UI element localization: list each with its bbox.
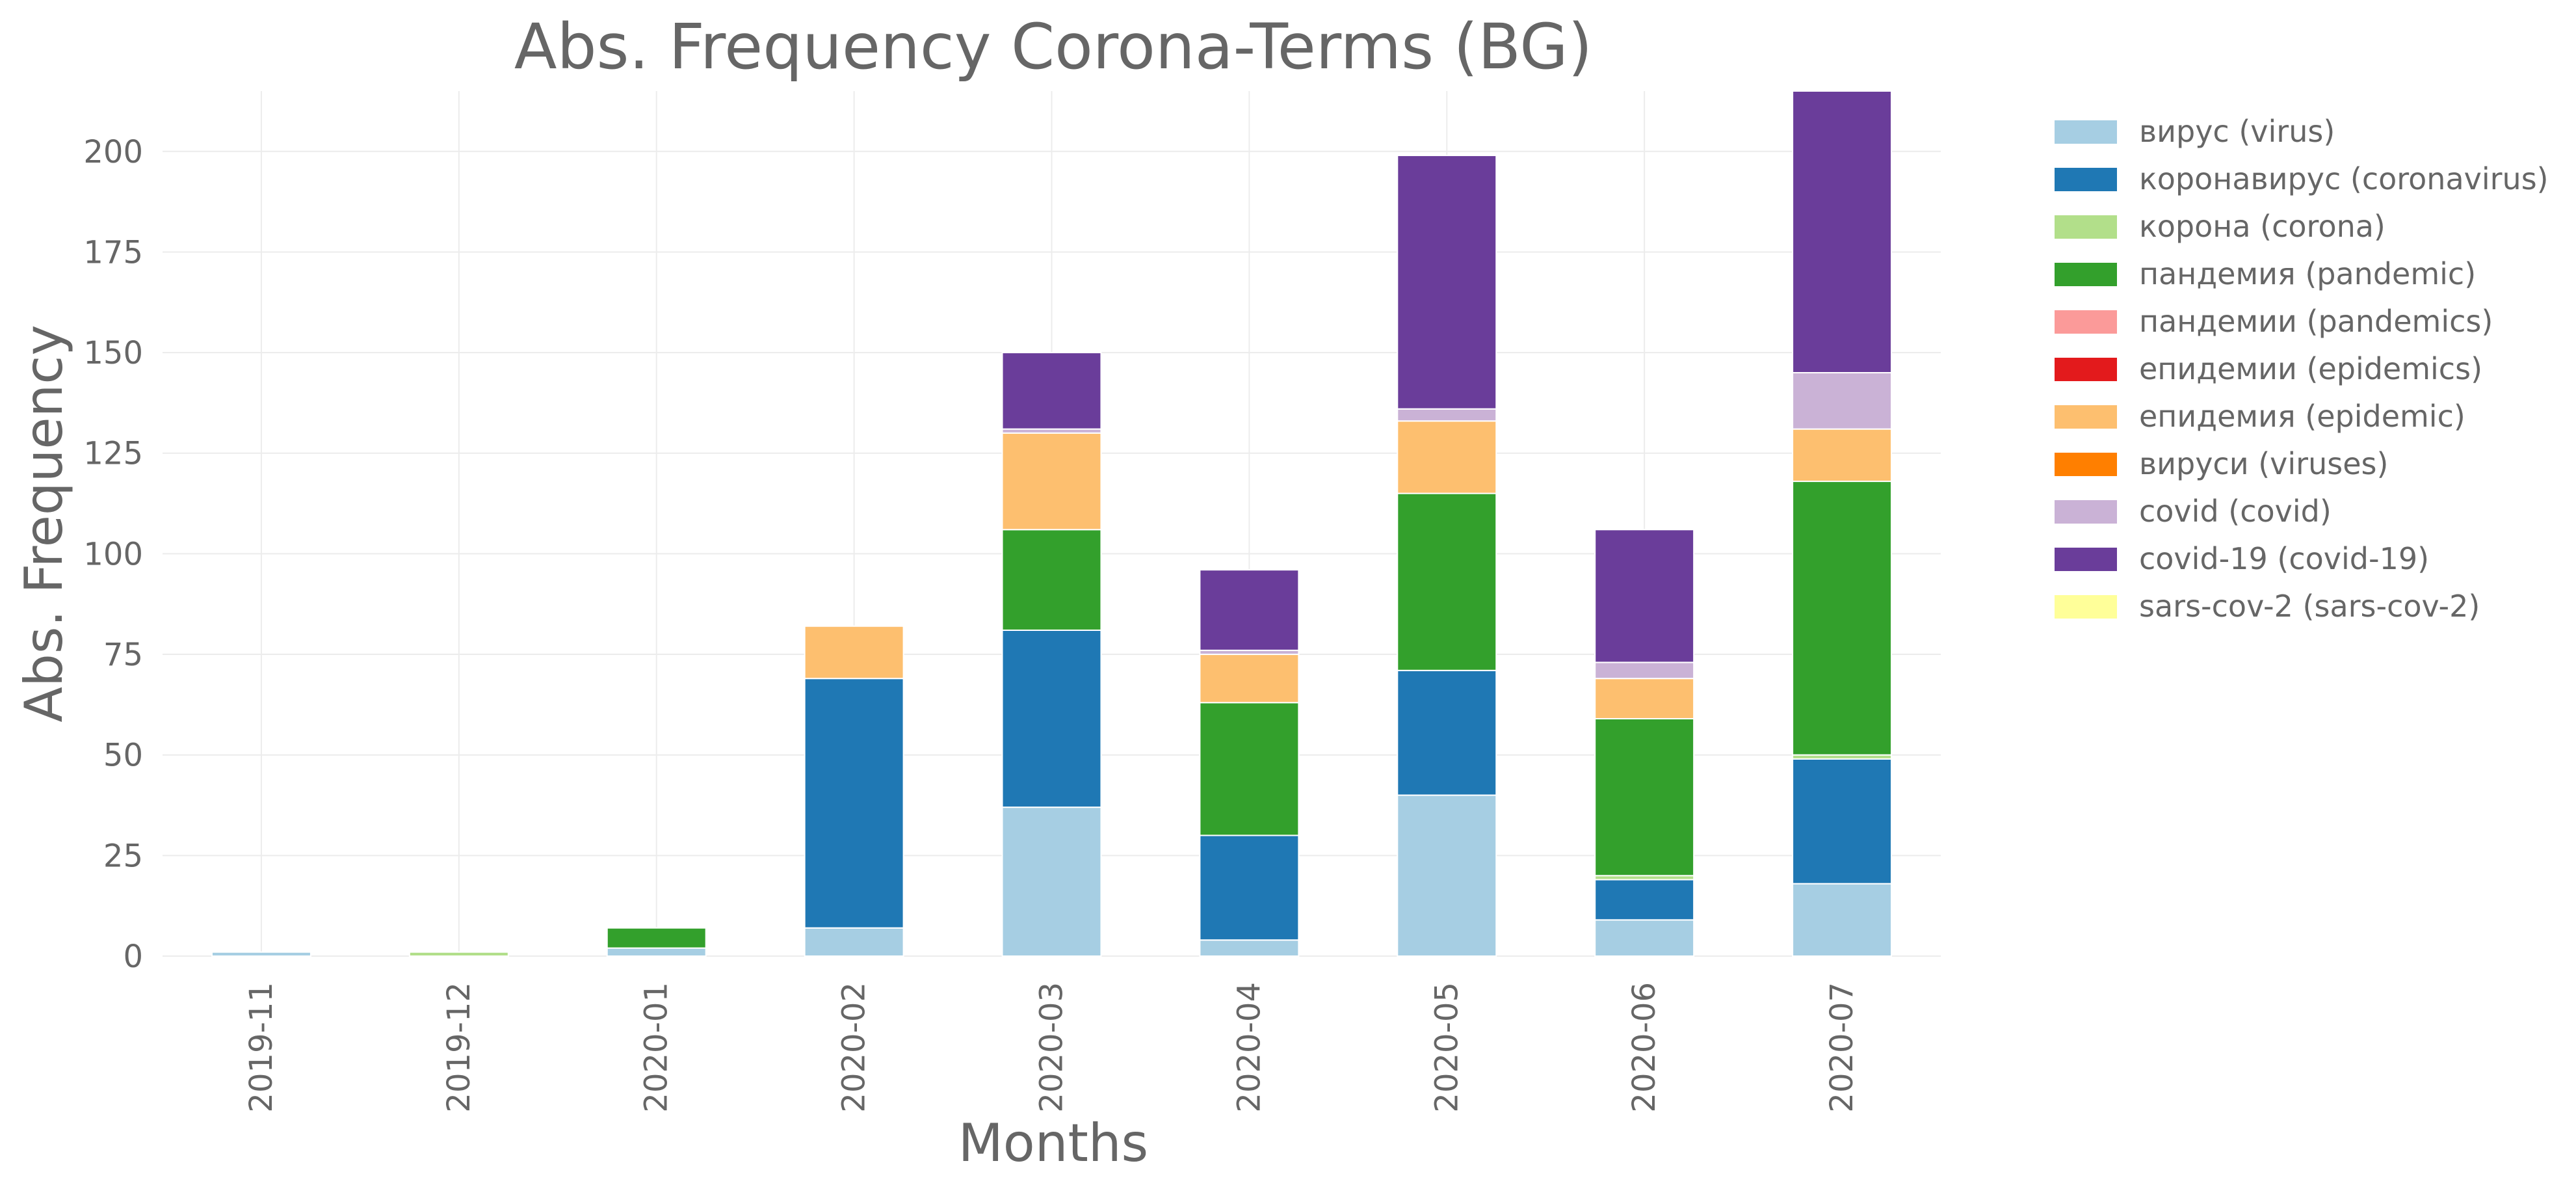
bar-2020-03-series-9 (1001, 352, 1102, 430)
bar-2020-04-series-6 (1199, 654, 1300, 704)
legend-label-1: коронавирус (coronavirus) (2139, 161, 2549, 196)
bar-2020-04-series-9 (1199, 569, 1300, 651)
legend-swatch-0 (2055, 120, 2117, 144)
bar-2020-04-series-0 (1199, 939, 1300, 957)
bar-2020-05-series-1 (1397, 669, 1497, 796)
legend-label-2: корона (corona) (2139, 209, 2385, 244)
bar-2020-04-series-3 (1199, 702, 1300, 836)
legend-swatch-10 (2055, 595, 2117, 619)
legend-label-10: sars-cov-2 (sars-cov-2) (2139, 589, 2480, 624)
y-tick-label-0: 0 (123, 939, 143, 975)
x-tick-label-2020-04: 2020-04 (1231, 982, 1267, 1113)
y-tick-label-175: 175 (83, 234, 143, 271)
bar-2020-04-series-1 (1199, 834, 1300, 941)
bar-2020-05-series-6 (1397, 420, 1497, 494)
legend-swatch-6 (2055, 405, 2117, 429)
y-tick-label-50: 50 (103, 738, 143, 774)
legend-swatch-2 (2055, 215, 2117, 239)
bar-2020-05-series-0 (1397, 794, 1497, 957)
legend-label-6: епидемия (epidemic) (2139, 399, 2465, 434)
legend-swatch-4 (2055, 310, 2117, 334)
bar-2020-07-series-3 (1792, 481, 1893, 756)
y-axis-title: Abs. Frequency (14, 325, 74, 722)
chart-title: Abs. Frequency Corona-Terms (BG) (514, 10, 1592, 83)
y-tick-label-200: 200 (83, 134, 143, 170)
x-tick-label-2020-07: 2020-07 (1824, 982, 1860, 1113)
legend-swatch-5 (2055, 358, 2117, 381)
bar-2020-07-series-6 (1792, 428, 1893, 483)
bar-2020-02-series-6 (804, 625, 904, 680)
bar-2020-06-series-1 (1594, 879, 1695, 921)
bar-2020-05-series-9 (1397, 154, 1497, 410)
bar-2020-01-series-0 (606, 947, 707, 957)
bar-2020-06-series-8 (1594, 661, 1695, 680)
x-tick-label-2019-12: 2019-12 (441, 982, 477, 1113)
bar-2020-02-series-0 (804, 927, 904, 957)
bar-2020-01-series-3 (606, 927, 707, 949)
legend-label-7: вируси (viruses) (2139, 446, 2388, 481)
bar-2019-12-series-2 (408, 951, 509, 957)
x-tick-label-2020-05: 2020-05 (1428, 982, 1465, 1113)
bar-2020-06-series-0 (1594, 919, 1695, 957)
bar-2020-03-series-3 (1001, 529, 1102, 631)
bar-2020-03-series-0 (1001, 807, 1102, 957)
bar-2020-07-series-9 (1792, 90, 1893, 374)
x-tick-label-2020-01: 2020-01 (638, 982, 675, 1113)
legend-swatch-7 (2055, 453, 2117, 476)
legend-label-3: пандемия (pandemic) (2139, 256, 2476, 291)
y-tick-label-75: 75 (103, 637, 143, 673)
bar-2020-02-series-1 (804, 678, 904, 929)
y-axis-ticks: 0 25 50 75 100 125 150 175 200 (83, 134, 143, 975)
y-tick-label-125: 125 (83, 436, 143, 472)
bar-2020-05-series-3 (1397, 492, 1497, 671)
x-axis-title: Months (958, 1113, 1148, 1173)
bar-2020-06-series-6 (1594, 678, 1695, 720)
bar-2020-06-series-9 (1594, 529, 1695, 663)
bar-2020-05-series-8 (1397, 408, 1497, 422)
legend: вирус (virus) коронавирус (coronavirus) ко… (2055, 114, 2549, 624)
bar-2020-03-series-6 (1001, 432, 1102, 531)
bars (211, 90, 1893, 957)
legend-label-8: covid (covid) (2139, 494, 2332, 529)
legend-label-5: епидемии (epidemics) (2139, 351, 2482, 386)
legend-swatch-9 (2055, 548, 2117, 571)
bar-2020-06-series-3 (1594, 718, 1695, 877)
y-tick-label-150: 150 (83, 335, 143, 371)
x-axis-ticks: 2019-11 2019-12 2020-01 2020-02 2020-03 2020-… (243, 982, 1860, 1113)
legend-swatch-1 (2055, 168, 2117, 191)
x-tick-label-2020-06: 2020-06 (1626, 982, 1663, 1113)
bar-2020-03-series-1 (1001, 629, 1102, 808)
y-tick-label-25: 25 (103, 838, 143, 874)
bar-2020-07-series-0 (1792, 883, 1893, 957)
legend-label-9: covid-19 (covid-19) (2139, 541, 2429, 576)
legend-label-4: пандемии (pandemics) (2139, 304, 2493, 339)
bar-2019-11-series-0 (211, 951, 311, 957)
legend-swatch-8 (2055, 500, 2117, 524)
x-tick-label-2020-02: 2020-02 (836, 982, 873, 1113)
x-tick-label-2020-03: 2020-03 (1034, 982, 1070, 1113)
bar-2020-07-series-1 (1792, 758, 1893, 885)
x-tick-label-2019-11: 2019-11 (243, 982, 280, 1113)
legend-label-0: вирус (virus) (2139, 114, 2335, 149)
legend-swatch-3 (2055, 263, 2117, 286)
bar-2020-07-series-8 (1792, 372, 1893, 430)
y-tick-label-100: 100 (83, 536, 143, 572)
